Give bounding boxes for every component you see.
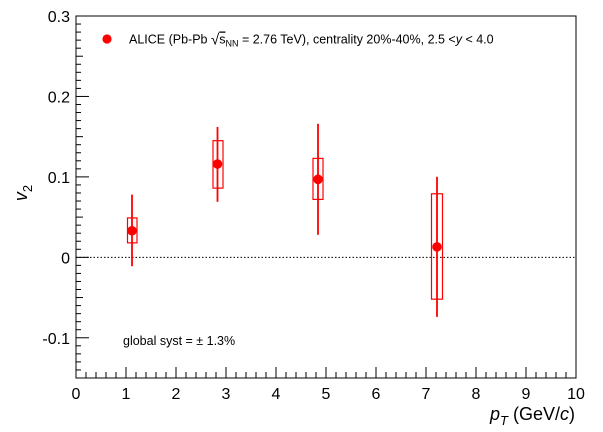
y-tick-label: 0.2 (48, 89, 70, 106)
global-syst-note: global syst = ± 1.3% (123, 334, 235, 348)
data-point (432, 242, 442, 252)
x-tick-label: 6 (372, 386, 381, 403)
plot-frame (76, 16, 576, 378)
y-axis-title: v2 (11, 185, 35, 201)
data-point (213, 159, 223, 169)
data-point (127, 226, 137, 236)
legend-marker (102, 34, 111, 43)
x-tick-label: 5 (322, 386, 331, 403)
x-tick-label: 1 (122, 386, 131, 403)
x-tick-label: 8 (472, 386, 481, 403)
x-tick-label: 4 (272, 386, 281, 403)
x-axis-title: pT (GeV/c) (489, 404, 575, 428)
x-tick-label: 3 (222, 386, 231, 403)
legend-label: ALICE (Pb-Pb √sNN = 2.76 TeV), centralit… (129, 32, 494, 49)
x-tick-label: 0 (72, 386, 81, 403)
x-tick-label: 9 (522, 386, 531, 403)
y-tick-label: -0.1 (42, 331, 70, 348)
y-tick-label: 0.3 (48, 9, 70, 26)
x-tick-label: 10 (567, 386, 585, 403)
data-point (313, 175, 323, 185)
x-tick-label: 7 (422, 386, 431, 403)
y-tick-label: 0.1 (48, 170, 70, 187)
x-tick-label: 2 (172, 386, 181, 403)
y-tick-label: 0 (61, 250, 70, 267)
legend: ALICE (Pb-Pb √sNN = 2.76 TeV), centralit… (102, 32, 493, 49)
